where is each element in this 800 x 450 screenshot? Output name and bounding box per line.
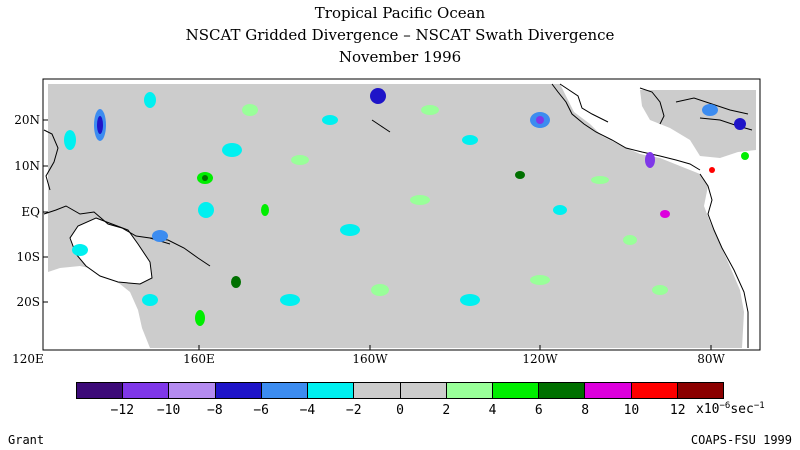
divergence-speckles — [64, 88, 749, 326]
colorbar-tick-label: −12 — [110, 403, 135, 418]
coast-cuba — [675, 97, 749, 115]
colorbar-tick-label: −6 — [253, 403, 269, 418]
lat-label-eq: EQ — [21, 205, 40, 219]
lat-label-10s: 10S — [17, 250, 41, 264]
units-exponent: −6 — [719, 401, 731, 411]
colorbar-tick-label: 0 — [396, 403, 404, 418]
lon-label-120e: 120E — [12, 352, 44, 366]
coast-mexico — [559, 83, 609, 123]
lon-label-120w: 120W — [522, 352, 558, 366]
units-base: x10 — [696, 402, 720, 417]
title-line-2: NSCAT Gridded Divergence – NSCAT Swath D… — [185, 26, 615, 44]
colorbar-swatch — [677, 383, 724, 398]
colorbar-tick-label: −10 — [156, 403, 181, 418]
lat-label-10n: 10N — [14, 159, 40, 173]
coast-central-america — [551, 83, 701, 171]
coast-indonesia — [43, 205, 171, 245]
coast-florida — [639, 87, 665, 125]
colorbar-swatch — [308, 383, 355, 398]
colorbar-swatch — [169, 383, 216, 398]
coast-hispaniola — [699, 117, 753, 131]
colorbar-swatch — [492, 383, 540, 398]
colorbar-swatch — [123, 383, 170, 398]
colorbar-tick-label: −4 — [299, 403, 316, 418]
colorbar-swatch — [539, 383, 586, 398]
title-line-3: November 1996 — [338, 48, 462, 66]
colorbar-swatch — [631, 383, 678, 398]
colorbar-tick-label: 12 — [669, 403, 686, 418]
colorbar-swatch — [400, 383, 447, 398]
coast-hawaii — [371, 119, 391, 133]
units-tail-exponent: −1 — [753, 401, 765, 411]
colorbar-swatch — [446, 383, 493, 398]
lon-label-160e: 160E — [183, 352, 215, 366]
colorbar-units: x10−6sec−1 — [696, 401, 765, 417]
lat-label-20s: 20S — [17, 295, 41, 309]
colorbar — [76, 382, 724, 399]
footer-author: Grant — [8, 433, 45, 447]
lat-ticks — [43, 119, 48, 303]
colorbar-swatch — [215, 383, 262, 398]
colorbar-tick-label: 6 — [534, 403, 543, 418]
colorbar-swatch — [585, 383, 632, 398]
colorbar-tick-label: 8 — [581, 403, 590, 418]
colorbar-swatch — [77, 383, 124, 398]
title-line-1: Tropical Pacific Ocean — [314, 4, 486, 22]
lon-ticks — [198, 345, 712, 350]
coast-south-america — [699, 173, 749, 348]
colorbar-tick-label: −8 — [207, 403, 223, 418]
lon-label-160w: 160W — [352, 352, 388, 366]
units-tail: sec — [730, 402, 754, 417]
colorbar-tick-label: 2 — [442, 403, 451, 418]
colorbar-tick-label: 4 — [488, 403, 497, 418]
lat-label-20n: 20N — [14, 113, 40, 127]
footer-credit: COAPS-FSU 1999 — [690, 433, 792, 447]
caribbean-field — [640, 90, 756, 158]
colorbar-tick-label: −2 — [345, 403, 362, 418]
coast-asia — [43, 129, 59, 191]
colorbar-tick-label: 10 — [623, 403, 640, 418]
colorbar-swatch — [261, 383, 309, 398]
colorbar-swatch — [354, 383, 401, 398]
lon-label-80w: 80W — [697, 352, 725, 366]
